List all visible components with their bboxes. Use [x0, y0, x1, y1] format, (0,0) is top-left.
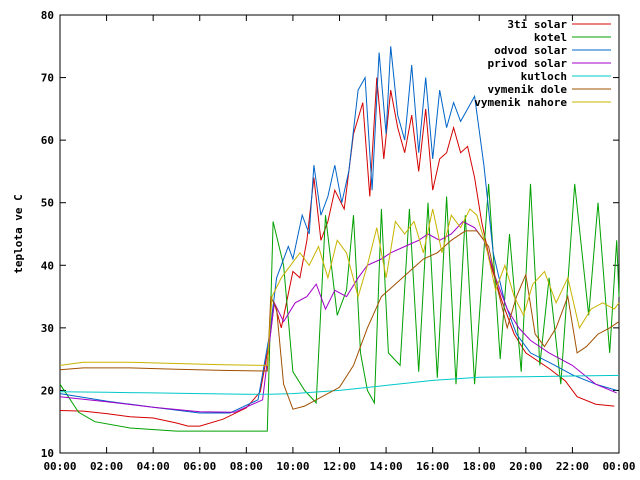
series-lines — [59, 46, 620, 432]
x-tick-label: 04:00 — [137, 460, 170, 473]
series-line-odvod-solar — [59, 46, 617, 414]
y-tick-label: 20 — [41, 384, 54, 397]
x-axis: 00:00 02:00 04:00 06:00 08:00 10:00 12:00 14:00… — [43, 15, 636, 473]
y-tick-label: 30 — [41, 322, 54, 335]
series-line-vymenik-nahore — [59, 208, 620, 366]
legend-label: kotel — [534, 31, 567, 44]
x-tick-label: 02:00 — [90, 460, 123, 473]
x-tick-label: 18:00 — [463, 460, 496, 473]
x-tick-label: 06:00 — [183, 460, 216, 473]
y-tick-label: 50 — [41, 197, 54, 210]
y-axis-title: teplota ve C — [12, 194, 25, 273]
legend-label: vymenik dole — [488, 83, 568, 96]
y-tick-label: 80 — [41, 9, 54, 22]
x-tick-label: 00:00 — [43, 460, 76, 473]
y-tick-label: 10 — [41, 447, 54, 460]
x-tick-label: 10:00 — [276, 460, 309, 473]
y-tick-label: 40 — [41, 259, 54, 272]
legend-label: privod solar — [488, 57, 568, 70]
series-line-kutloch — [59, 374, 620, 395]
legend-label: odvod solar — [494, 44, 567, 57]
y-axis: 10 20 30 40 50 60 70 80 — [41, 9, 619, 460]
legend-label: 3ti solar — [507, 18, 567, 31]
series-line-vymenik-dole — [59, 230, 620, 410]
y-tick-label: 70 — [41, 72, 54, 85]
series-line-kotel — [59, 183, 620, 432]
x-tick-label: 20:00 — [509, 460, 542, 473]
x-tick-label: 14:00 — [370, 460, 403, 473]
x-tick-label: 08:00 — [230, 460, 263, 473]
legend-label: vymenik nahore — [474, 96, 567, 109]
x-tick-label: 00:00 — [602, 460, 635, 473]
x-tick-label: 22:00 — [556, 460, 589, 473]
x-tick-label: 16:00 — [416, 460, 449, 473]
x-tick-label: 12:00 — [323, 460, 356, 473]
y-tick-label: 60 — [41, 134, 54, 147]
legend-label: kutloch — [521, 70, 567, 83]
plot-area-frame — [59, 14, 620, 454]
